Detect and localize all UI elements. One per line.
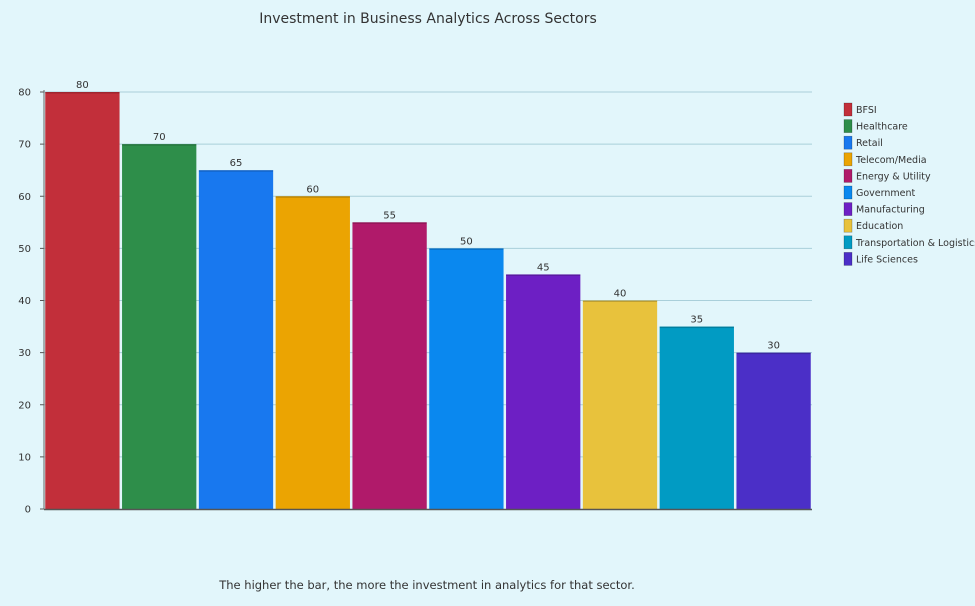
legend-item: BFSI xyxy=(843,102,877,117)
legend-swatch xyxy=(843,185,853,200)
bar-value-label: 65 xyxy=(230,158,243,169)
bar xyxy=(429,248,504,509)
legend-item: Transportation & Logistics xyxy=(843,235,975,250)
bar xyxy=(275,196,350,509)
legend-item: Education xyxy=(843,218,903,233)
y-axis: 0 10 20 30 40 50 60 70 80 xyxy=(18,88,44,516)
bar-top-edge xyxy=(45,92,120,94)
legend-swatch xyxy=(843,102,853,117)
bar-top-edge xyxy=(198,170,274,172)
bar xyxy=(45,92,120,509)
legend-item: Energy & Utility xyxy=(843,169,931,183)
y-tick-label: 70 xyxy=(18,140,31,151)
legend-swatch xyxy=(843,135,853,150)
axis-lines xyxy=(43,90,812,511)
y-tick-label: 20 xyxy=(18,400,31,411)
bar-top-edge xyxy=(582,300,658,302)
bar-value-label: 45 xyxy=(537,262,550,273)
legend-item: Retail xyxy=(843,135,883,150)
legend-label: Healthcare xyxy=(856,122,908,133)
legend: BFSI Healthcare Retail Telecom/Media Energy … xyxy=(843,102,975,266)
legend-item: Life Sciences xyxy=(843,252,918,266)
legend-label: Government xyxy=(856,188,916,199)
bar-top-edge xyxy=(275,196,350,198)
bar-value-label: 70 xyxy=(153,132,166,143)
bar-value-label: 80 xyxy=(76,80,89,91)
bar-value-label: 30 xyxy=(767,341,780,352)
legend-item: Healthcare xyxy=(843,119,908,133)
bar xyxy=(198,170,274,509)
bar xyxy=(122,144,197,509)
bars xyxy=(45,92,811,509)
legend-swatch xyxy=(843,235,853,250)
legend-label: Energy & Utility xyxy=(856,171,931,182)
legend-label: Education xyxy=(856,221,903,232)
legend-swatch xyxy=(843,202,853,216)
bar xyxy=(506,274,581,509)
legend-swatch xyxy=(843,169,853,183)
legend-item: Government xyxy=(843,185,916,200)
bar-top-edge xyxy=(506,274,581,276)
legend-label: Telecom/Media xyxy=(855,155,927,166)
y-tick-label: 40 xyxy=(18,296,31,307)
legend-label: Transportation & Logistics xyxy=(855,238,975,249)
bar xyxy=(352,222,427,509)
value-labels: 80 70 65 60 55 50 45 40 35 30 xyxy=(76,80,780,352)
bar-top-edge xyxy=(736,352,811,355)
legend-label: Retail xyxy=(856,138,883,149)
legend-item: Manufacturing xyxy=(843,202,925,216)
y-tick-label: 30 xyxy=(18,348,31,359)
chart-title: Investment in Business Analytics Across … xyxy=(259,11,597,27)
bar xyxy=(582,300,658,509)
legend-swatch xyxy=(843,152,853,167)
y-tick-label: 10 xyxy=(18,452,31,463)
y-tick-label: 80 xyxy=(18,88,31,99)
bar-top-edge xyxy=(659,326,734,329)
legend-swatch xyxy=(843,252,853,266)
y-tick-label: 50 xyxy=(18,244,31,255)
chart-caption: The higher the bar, the more the investm… xyxy=(218,578,635,592)
bar xyxy=(659,326,734,509)
bar-top-edge xyxy=(122,144,197,146)
bar-top-edge xyxy=(429,248,504,250)
bar-value-label: 55 xyxy=(383,210,396,221)
bar-value-label: 60 xyxy=(306,184,319,195)
legend-item: Telecom/Media xyxy=(843,152,927,167)
legend-label: Manufacturing xyxy=(856,205,925,216)
bar-value-label: 40 xyxy=(614,289,627,300)
bar xyxy=(736,352,811,509)
bar-top-edge xyxy=(352,222,427,224)
legend-label: BFSI xyxy=(856,105,877,116)
legend-swatch xyxy=(843,218,853,233)
bar-value-label: 35 xyxy=(690,315,703,326)
y-tick-label: 0 xyxy=(25,505,31,516)
legend-label: Life Sciences xyxy=(856,254,918,265)
bar-value-label: 50 xyxy=(460,236,473,247)
y-tick-label: 60 xyxy=(18,192,31,203)
legend-swatch xyxy=(843,119,853,133)
